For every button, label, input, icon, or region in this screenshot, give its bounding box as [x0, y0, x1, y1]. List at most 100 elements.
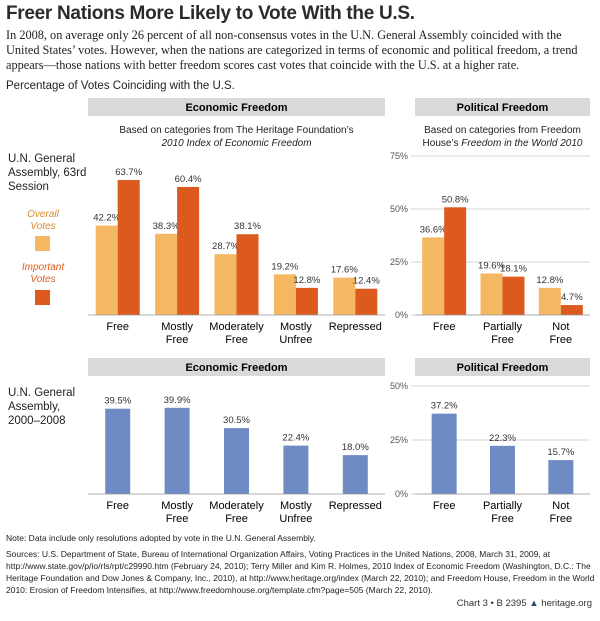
bar: [236, 234, 259, 315]
x-tick-line: Mostly: [280, 500, 312, 512]
x-tick-line: Moderately: [209, 321, 264, 333]
value-label: 37.2%: [431, 401, 458, 412]
panel-header: [415, 98, 590, 116]
x-tick-label: Not Free: [550, 321, 573, 346]
x-tick-line: Free: [491, 513, 514, 525]
row-label: U.N. General Assembly, 63rd Session: [8, 153, 87, 193]
panel-header: [415, 358, 590, 376]
x-tick-line: Free: [166, 513, 189, 525]
panel-header: [88, 358, 385, 376]
bar: [548, 460, 574, 494]
bar: [273, 274, 296, 315]
value-label: 22.3%: [489, 433, 516, 444]
x-tick-label: Partially Free: [483, 500, 523, 525]
subtitle: Based on categories from Freedom House’s…: [420, 124, 585, 150]
x-tick-line: Free: [225, 513, 248, 525]
y-tick-label: 25%: [390, 435, 408, 445]
x-tick-line: Partially: [483, 500, 523, 512]
bar: [355, 288, 378, 315]
x-tick-label: Partially Free: [483, 321, 523, 346]
legend-label: Overall Votes: [27, 209, 59, 232]
bar: [490, 445, 515, 494]
bar: [431, 413, 457, 494]
x-tick-line: Free: [491, 334, 514, 346]
value-label: 12.4%: [353, 276, 380, 287]
value-label: 38.3%: [153, 221, 180, 232]
bar: [283, 445, 309, 494]
legend-swatch: [35, 290, 50, 305]
bar: [538, 287, 561, 315]
bar: [480, 273, 503, 315]
chart-id: Chart 3 • B 2395: [456, 598, 527, 609]
x-tick-line: Free: [225, 334, 248, 346]
value-label: 18.0%: [342, 442, 369, 453]
x-tick-label: Moderately Free: [209, 321, 264, 346]
x-tick-line: Unfree: [279, 334, 312, 346]
x-tick-line: Free: [166, 334, 189, 346]
y-tick-label: 50%: [390, 204, 408, 214]
x-tick-line: Free: [550, 513, 573, 525]
x-tick-line: Not: [552, 500, 569, 512]
bar: [164, 407, 190, 494]
bar: [177, 186, 200, 315]
subtitle-line: Freedom in the World 2010: [461, 138, 583, 149]
x-tick-line: Mostly: [161, 321, 193, 333]
sources: Sources: U.S. Department of State, Burea…: [6, 549, 595, 595]
y-tick-label: 0%: [395, 310, 408, 320]
subtitle-line: Based on categories from Freedom House’s: [422, 125, 581, 149]
value-label: 4.7%: [561, 292, 583, 303]
bar: [155, 233, 178, 315]
x-tick-label: Repressed: [329, 321, 382, 333]
x-tick-line: Mostly: [161, 500, 193, 512]
x-tick-label: Repressed: [329, 500, 382, 512]
x-tick-label: Mostly Free: [161, 321, 193, 346]
bar: [342, 455, 368, 494]
bar: [95, 225, 118, 315]
bar: [117, 179, 140, 315]
subtitle-line: 2010 Index of Economic Freedom: [161, 138, 312, 149]
bar: [444, 207, 467, 315]
x-tick-label: Free: [433, 500, 456, 512]
footer: Chart 3 • B 2395 ▲ heritage.org: [456, 598, 592, 609]
bar: [333, 277, 356, 315]
value-label: 19.6%: [478, 260, 505, 271]
y-tick-label: 25%: [390, 257, 408, 267]
legend-label: Important Votes: [21, 262, 65, 285]
panel-header: [88, 98, 385, 116]
value-label: 15.7%: [547, 447, 574, 458]
x-tick-line: Unfree: [279, 513, 312, 525]
x-tick-label: Mostly Unfree: [279, 500, 312, 525]
value-label: 12.8%: [293, 275, 320, 286]
value-label: 60.4%: [175, 174, 202, 185]
panel-title: Economic Freedom: [185, 102, 287, 114]
value-label: 22.4%: [282, 433, 309, 444]
value-label: 63.7%: [115, 167, 142, 178]
subtitle: Based on categories from The Heritage Fo…: [88, 124, 385, 150]
panel-title: Economic Freedom: [185, 362, 287, 374]
x-tick-line: Not: [552, 321, 569, 333]
value-label: 28.7%: [212, 241, 239, 252]
bar: [224, 428, 249, 494]
x-tick-line: Partially: [483, 321, 523, 333]
bar: [422, 237, 445, 315]
y-tick-label: 75%: [390, 151, 408, 161]
note: Note: Data include only resolutions adop…: [6, 533, 316, 543]
bar: [105, 408, 131, 494]
bar: [560, 305, 583, 315]
x-tick-label: Mostly Unfree: [279, 321, 312, 346]
intro: In 2008, on average only 26 percent of a…: [6, 28, 578, 72]
value-label: 42.2%: [93, 213, 120, 224]
x-tick-label: Free: [433, 321, 456, 333]
x-tick-line: Free: [550, 334, 573, 346]
y-tick-label: 0%: [395, 489, 408, 499]
title: Freer Nations More Likely to Vote With t…: [6, 3, 415, 24]
x-tick-line: Mostly: [280, 321, 312, 333]
subtitle-line: Based on categories from The Heritage Fo…: [119, 125, 354, 136]
value-label: 50.8%: [442, 194, 469, 205]
bar: [295, 287, 318, 315]
value-label: 39.5%: [104, 396, 131, 407]
x-tick-label: Free: [106, 500, 129, 512]
value-label: 18.1%: [500, 264, 527, 275]
